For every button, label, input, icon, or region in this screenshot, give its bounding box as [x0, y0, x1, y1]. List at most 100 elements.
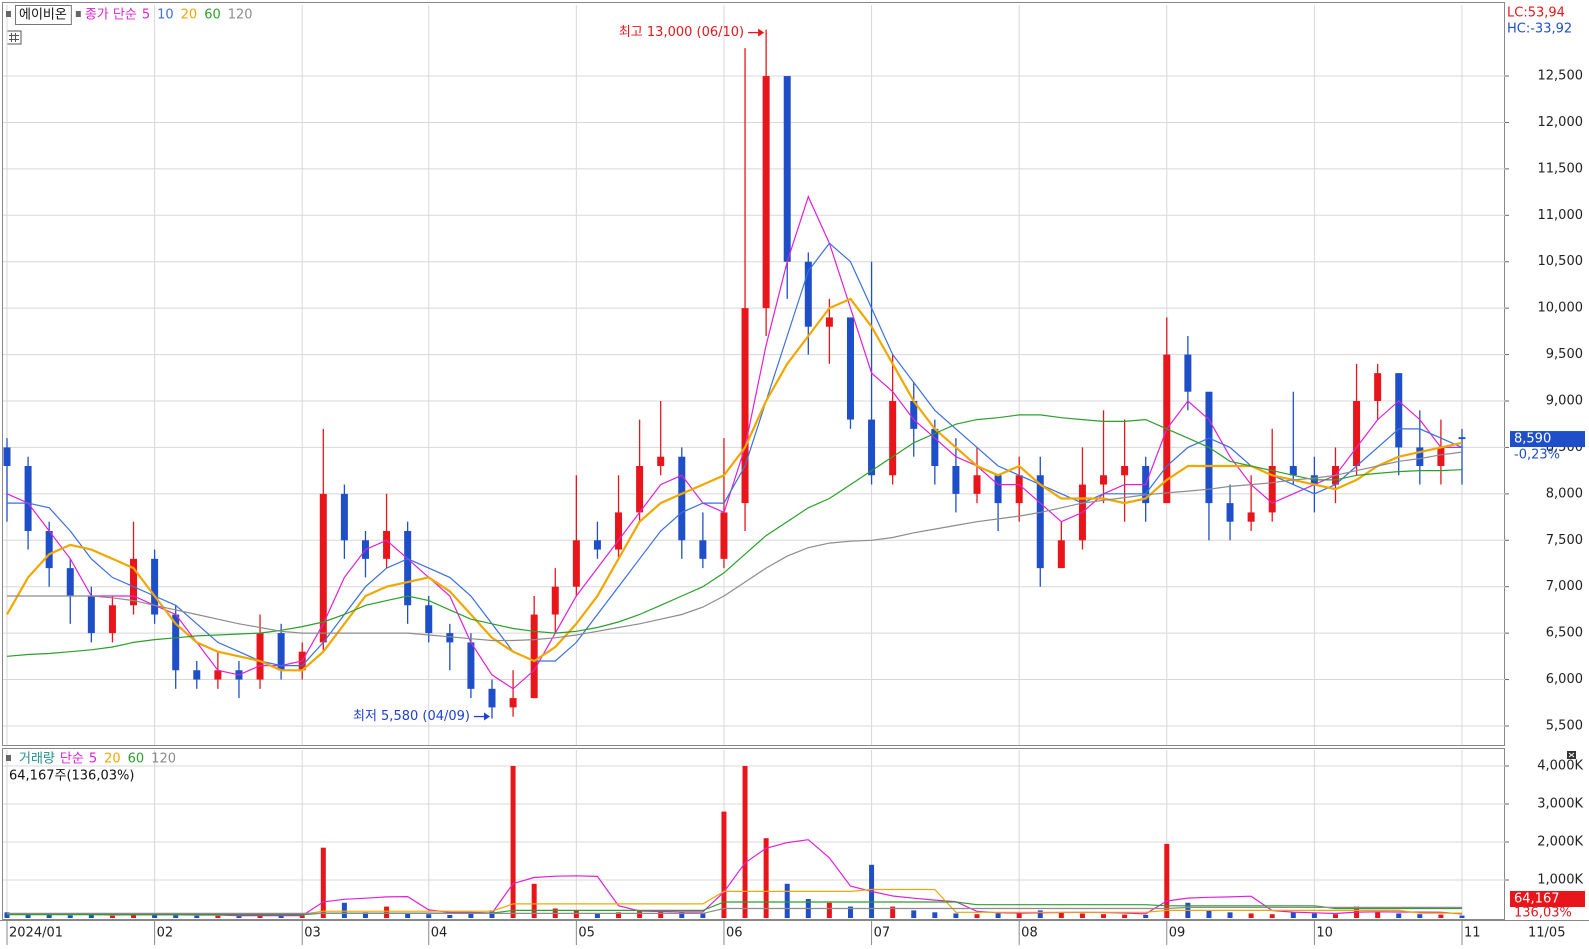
y-tick-label: 4,000K — [1537, 758, 1583, 773]
volume-bar — [362, 912, 368, 918]
x-tick-label: 08 — [1021, 926, 1038, 941]
y-tick-label: 9,000 — [1546, 393, 1583, 408]
volume-bar — [637, 910, 643, 918]
candle-body — [1247, 512, 1255, 522]
candle-body — [277, 633, 285, 671]
moving-average-line — [7, 242, 1463, 667]
annotation: 최저 5,580 (04/09) — [353, 709, 470, 724]
candle-body — [425, 605, 433, 634]
candle-body — [446, 633, 454, 643]
candle-body — [1395, 373, 1403, 448]
candle-body — [551, 586, 559, 615]
stock-name[interactable]: 에이비온 — [19, 8, 67, 23]
candle-body — [846, 317, 854, 420]
candle-body — [825, 317, 833, 327]
grid-icon[interactable] — [6, 30, 22, 45]
volume-bar — [1417, 914, 1423, 918]
x-tick-label: 2024/01 — [9, 926, 63, 941]
candle-body — [1268, 465, 1276, 513]
x-tick-label: 10 — [1316, 926, 1333, 941]
legend-text: 5 — [89, 752, 97, 767]
legend-text: 120 — [228, 8, 253, 23]
y-tick-label: 10,000 — [1538, 301, 1584, 316]
candle-body — [910, 400, 918, 429]
candle-body — [1374, 373, 1382, 401]
candle-body — [1057, 540, 1065, 569]
volume-bar — [594, 913, 600, 918]
candle-body — [699, 540, 707, 559]
legend-text: 20 — [104, 752, 121, 767]
volume-bar — [1143, 914, 1149, 918]
volume-bar — [173, 915, 179, 918]
legend-text: 60 — [204, 8, 221, 23]
lc-label: LC:53,94 — [1507, 6, 1565, 21]
moving-average-line — [7, 901, 1462, 916]
volume-bar — [426, 914, 432, 918]
annotation-arrowhead — [758, 28, 765, 37]
legend-text: 20 — [181, 8, 198, 23]
candle-body — [193, 670, 201, 680]
volume-value-label: 64,167주(136,03%) — [9, 769, 134, 784]
y-tick-label: 7,000 — [1546, 579, 1583, 594]
candle-body — [952, 465, 960, 494]
volume-bar — [721, 811, 727, 918]
volume-bar — [194, 915, 200, 918]
x-tick-label: 03 — [304, 926, 321, 941]
volume-bar — [236, 916, 242, 918]
candle-body — [130, 558, 138, 606]
candle-body — [973, 475, 981, 494]
candle-body — [383, 530, 391, 559]
volume-bar — [742, 765, 748, 918]
volume-bar — [784, 883, 790, 918]
candle-body — [530, 614, 538, 699]
y-tick-label: 2,000K — [1537, 834, 1583, 849]
candle-body — [108, 605, 116, 634]
candle-body — [509, 698, 517, 708]
x-tick-label: 06 — [726, 926, 743, 941]
candle-body — [3, 447, 11, 466]
y-tick-label: 7,500 — [1546, 533, 1583, 548]
volume-bar — [46, 914, 52, 918]
y-tick-label: 5,500 — [1546, 718, 1583, 733]
volume-bar — [1375, 912, 1381, 918]
volume-bar — [1122, 914, 1128, 918]
candle-body — [340, 493, 348, 541]
candle-body — [1184, 354, 1192, 392]
volume-bar — [215, 915, 221, 918]
legend-marker — [6, 755, 11, 761]
hc-label: HC:-33,92 — [1507, 22, 1572, 37]
volume-bar — [1079, 913, 1085, 918]
candle-body — [1289, 465, 1297, 476]
moving-average-line — [6, 195, 1462, 690]
candle-body — [319, 493, 327, 643]
candle-body — [214, 670, 222, 680]
volume-bar — [826, 902, 832, 918]
volume-bar — [1101, 914, 1107, 918]
last-volume-ratio: 136,03% — [1514, 906, 1572, 921]
x-tick-label: 09 — [1169, 926, 1186, 941]
y-tick-label: 9,500 — [1546, 347, 1583, 362]
legend-text: 10 — [157, 8, 174, 23]
last-volume-tag — [1510, 891, 1585, 907]
y-tick-label: 11,500 — [1538, 161, 1584, 176]
candle-body — [636, 465, 644, 513]
y-tick-label: 10,500 — [1538, 254, 1584, 269]
candle-body — [1100, 475, 1108, 485]
volume-bar — [1269, 914, 1275, 918]
moving-average-line — [6, 414, 1463, 657]
volume-bar — [1332, 914, 1338, 918]
candle-body — [720, 512, 728, 559]
volume-bar — [1311, 913, 1317, 918]
volume-bar — [1206, 910, 1212, 918]
x-tick-label: 02 — [157, 926, 174, 941]
volume-bar — [299, 915, 305, 918]
volume-bar — [341, 902, 347, 918]
candle-body — [572, 540, 580, 587]
candle-body — [657, 456, 665, 466]
legend-text: 5 — [142, 8, 150, 23]
moving-average-line — [7, 839, 1463, 917]
candle-body — [151, 558, 159, 615]
volume-bar — [278, 915, 284, 918]
moving-average-line — [7, 906, 1462, 914]
